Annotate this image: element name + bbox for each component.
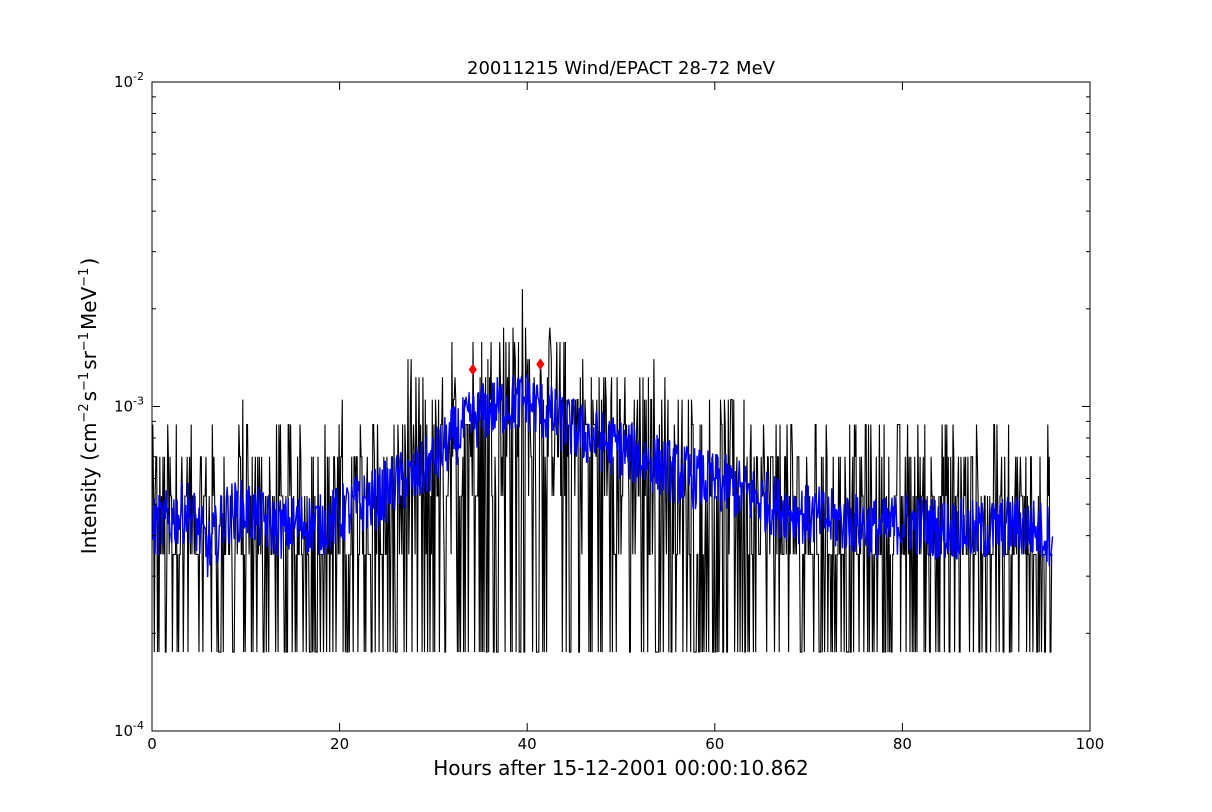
tick-layer xyxy=(151,81,1091,732)
y-axis-title: Intensity (cm−2s−1sr−1MeV−1) xyxy=(77,258,101,555)
y-axis-title-part: sr xyxy=(77,350,101,369)
x-tick-label: 40 xyxy=(518,735,537,753)
x-tick-label: 20 xyxy=(330,735,349,753)
y-axis-title-part: ) xyxy=(77,258,101,266)
peak-marker-2 xyxy=(536,358,545,371)
peak-marker-1 xyxy=(468,363,477,376)
marker-layer xyxy=(468,358,545,376)
y-axis-title-sup: −1 xyxy=(77,372,92,391)
y-axis-title-sup: −1 xyxy=(77,332,92,351)
y-axis-title-part: Intensity (cm xyxy=(77,423,101,555)
x-tick-label: 60 xyxy=(705,735,724,753)
label-layer: 0 20 40 60 80 100 10-4 10-3 10-2 xyxy=(114,70,1104,753)
x-tick-label: 0 xyxy=(147,735,157,753)
y-axis-title-sup: −2 xyxy=(77,403,92,422)
series-smoothed-line xyxy=(152,373,1054,578)
data-layer xyxy=(152,289,1054,653)
y-axis-title-part: s xyxy=(77,391,101,401)
x-axis-title: Hours after 15-12-2001 00:00:10.862 xyxy=(433,756,809,780)
x-tick-label: 100 xyxy=(1076,735,1105,753)
series-raw-line xyxy=(152,289,1053,653)
chart-title: 20011215 Wind/EPACT 28-72 MeV xyxy=(467,58,776,79)
y-tick-label: 10-3 xyxy=(114,395,144,416)
y-axis-title-part: MeV xyxy=(77,286,101,330)
y-axis-title-sup: −1 xyxy=(77,268,92,287)
y-tick-label: 10-4 xyxy=(114,719,144,740)
y-tick-label: 10-2 xyxy=(114,70,144,91)
x-tick-label: 80 xyxy=(893,735,912,753)
